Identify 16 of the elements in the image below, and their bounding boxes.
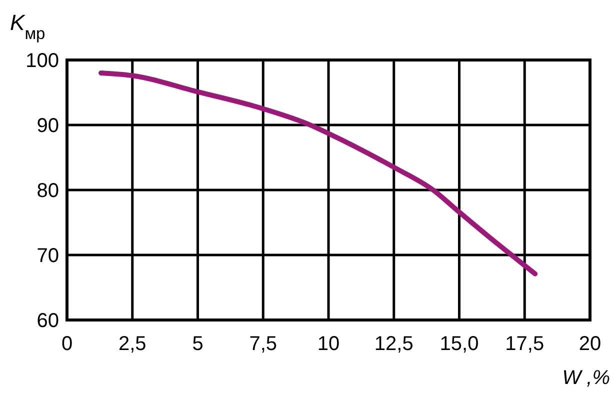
- x-tick-label: 17,5: [505, 333, 544, 355]
- y-tick-label: 90: [36, 115, 59, 137]
- y-tick-label: 70: [36, 245, 59, 267]
- x-tick-label: 20: [578, 333, 602, 355]
- y-tick-label: 80: [36, 180, 59, 202]
- x-tick-label: 10: [317, 333, 340, 355]
- x-tick-label: 12,5: [374, 333, 414, 355]
- y-tick-label: 100: [26, 50, 59, 72]
- x-tick-label: 7,5: [249, 333, 278, 355]
- y-tick-label: 60: [36, 310, 59, 332]
- x-axis-title: W ,%: [562, 367, 610, 389]
- x-tick-label: 5: [192, 333, 204, 355]
- y-axis-title: K$_{мр}$: [10, 10, 46, 43]
- x-tick-label: 15,0: [440, 333, 479, 355]
- x-tick-label: 0: [61, 333, 73, 355]
- x-tick-label: 2,5: [118, 333, 146, 355]
